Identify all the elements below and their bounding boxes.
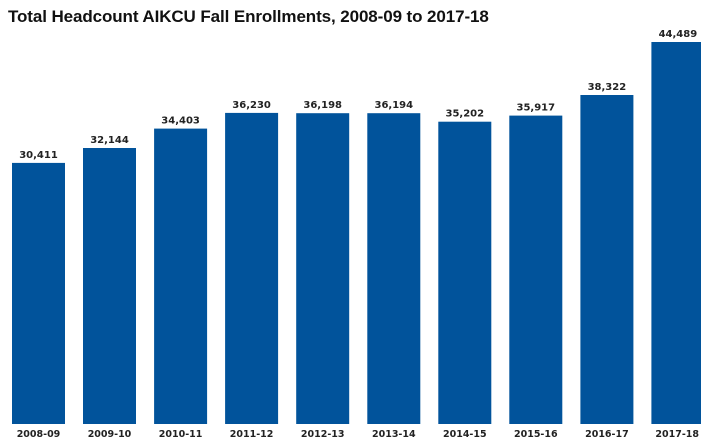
x-tick-label: 2017-18 — [655, 429, 699, 439]
bar-2008-09 — [12, 162, 65, 424]
x-tick-label: 2009-10 — [88, 429, 132, 439]
bar-2009-10 — [83, 148, 136, 424]
bar-value-label: 35,202 — [446, 109, 485, 120]
bar-value-label: 44,489 — [659, 29, 698, 40]
bar-value-label: 36,194 — [375, 100, 414, 111]
bar-value-labels: 30,411 32,144 34,403 36,230 36,198 36,194 35,2… — [19, 29, 697, 161]
bar-2012-13 — [296, 113, 350, 424]
bar-2013-14 — [367, 113, 421, 424]
bar-2011-12 — [225, 112, 279, 425]
bar-value-label: 36,230 — [232, 100, 271, 111]
bar-2015-16 — [509, 115, 563, 424]
x-axis-tick-labels: 2008-09 2009-10 2010-11 2011-12 2012-13 2013-… — [17, 429, 700, 439]
x-tick-label: 2013-14 — [372, 429, 416, 439]
bars-group — [12, 42, 701, 425]
bar-value-label: 38,322 — [588, 82, 627, 93]
bar-value-label: 30,411 — [19, 150, 58, 161]
x-tick-label: 2014-15 — [443, 429, 487, 439]
x-tick-label: 2012-13 — [301, 429, 345, 439]
chart-title: Total Headcount AIKCU Fall Enrollments, … — [8, 7, 489, 26]
x-tick-label: 2008-09 — [17, 429, 61, 439]
bar-value-label: 34,403 — [161, 116, 200, 127]
bar-2017-18 — [651, 42, 701, 424]
bar-value-label: 36,198 — [303, 100, 342, 111]
x-tick-label: 2015-16 — [514, 429, 558, 439]
x-tick-label: 2011-12 — [230, 429, 274, 439]
bar-2016-17 — [580, 95, 634, 424]
bar-value-label: 35,917 — [517, 103, 556, 114]
x-tick-label: 2016-17 — [585, 429, 629, 439]
x-tick-label: 2010-11 — [159, 429, 203, 439]
bar-2010-11 — [154, 128, 208, 424]
bar-value-label: 32,144 — [90, 135, 129, 146]
bar-2014-15 — [438, 121, 492, 424]
